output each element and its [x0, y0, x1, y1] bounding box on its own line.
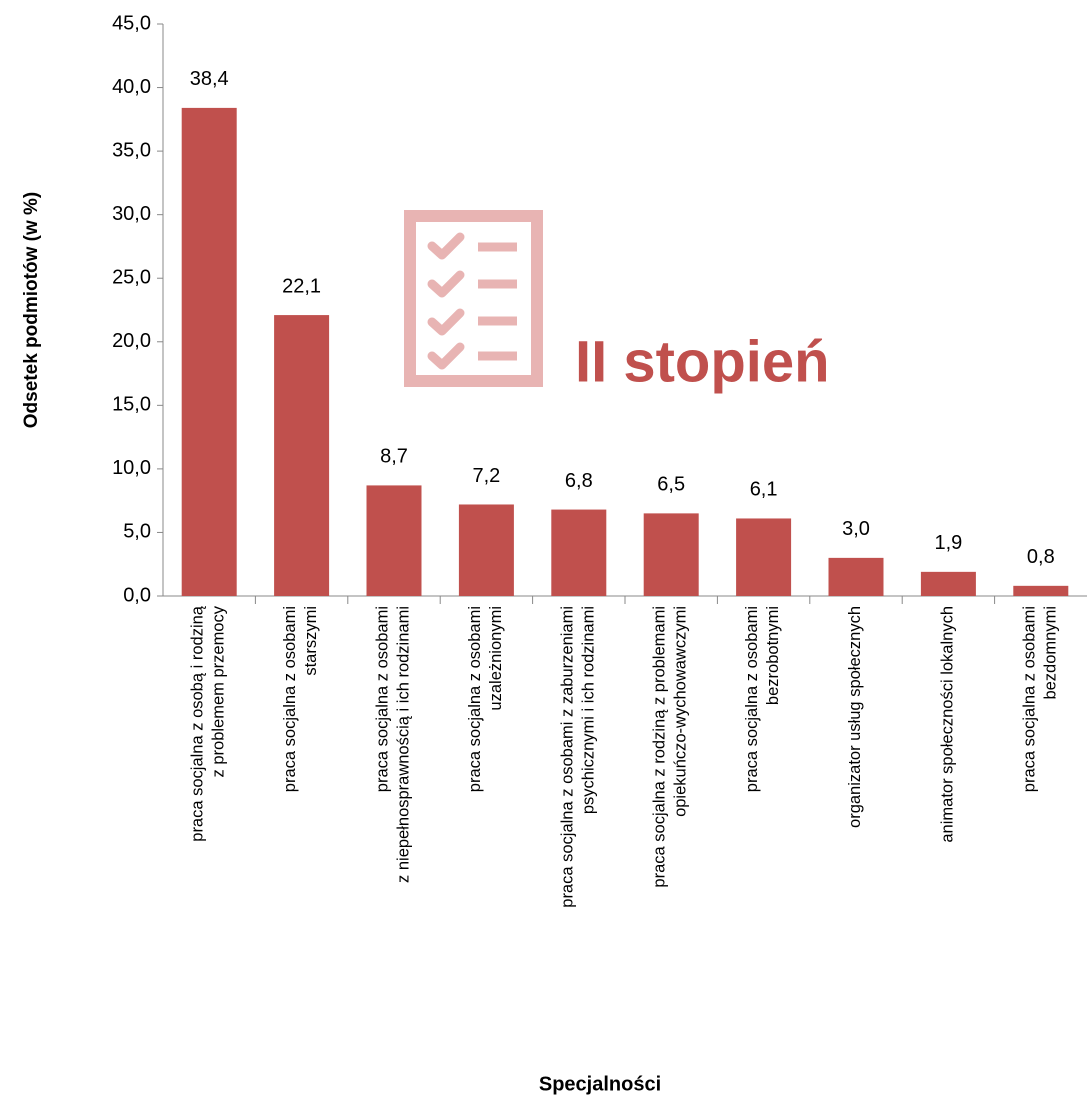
- data-label: 7,2: [472, 465, 500, 487]
- y-tick-label: 40,0: [112, 76, 151, 98]
- data-label: 6,1: [750, 479, 778, 501]
- x-tick-label: praca socjalna z osobami z zaburzeniami p…: [559, 606, 598, 908]
- x-axis-title: Specjalności: [539, 1073, 661, 1095]
- x-tick-label: praca socjalna z osobami z niepełnosprawn…: [374, 606, 413, 883]
- bar: [736, 518, 792, 596]
- y-tick-label: 35,0: [112, 139, 151, 161]
- bar: [828, 557, 884, 596]
- data-label: 6,8: [565, 470, 593, 492]
- x-tick-label: praca socjalna z osobami bezrobotnymi: [743, 606, 782, 792]
- x-tick-label: animator społeczności lokalnych: [939, 606, 957, 843]
- data-label: 38,4: [190, 68, 229, 90]
- checklist-icon: [404, 210, 543, 387]
- bar: [274, 315, 330, 596]
- x-tick-label: praca socjalna z osobami starszymi: [281, 606, 320, 792]
- bar: [458, 504, 514, 596]
- bar: [920, 571, 976, 596]
- y-tick-label: 45,0: [112, 12, 151, 34]
- bar: [551, 509, 607, 596]
- bar: [643, 513, 699, 596]
- data-label: 22,1: [282, 275, 321, 297]
- x-tick-label: praca socjalna z rodziną z problemami opi…: [651, 606, 690, 888]
- bar: [181, 107, 237, 596]
- x-tick-label: praca socjalna z osobą i rodziną z proble…: [189, 605, 228, 842]
- bar: [366, 485, 422, 596]
- data-label: 8,7: [380, 446, 408, 468]
- data-label: 1,9: [934, 532, 962, 554]
- y-tick-label: 0,0: [123, 584, 151, 606]
- data-label: 3,0: [842, 518, 870, 540]
- x-tick-label: praca socjalna z osobami bezdomnymi: [1021, 606, 1060, 792]
- y-tick-label: 5,0: [123, 521, 151, 543]
- y-tick-label: 25,0: [112, 267, 151, 289]
- data-label: 6,5: [657, 474, 685, 496]
- x-tick-label: praca socjalna z osobami uzależnionymi: [466, 606, 505, 792]
- y-tick-label: 20,0: [112, 330, 151, 352]
- data-label: 0,8: [1027, 546, 1055, 568]
- annotation: II stopień: [575, 329, 830, 394]
- x-tick-label: organizator usług społecznych: [846, 606, 864, 828]
- y-axis-title: Odsetek podmiotów (w %): [21, 192, 42, 428]
- bar: [1013, 585, 1069, 596]
- y-tick-label: 10,0: [112, 457, 151, 479]
- y-tick-label: 15,0: [112, 394, 151, 416]
- y-tick-label: 30,0: [112, 203, 151, 225]
